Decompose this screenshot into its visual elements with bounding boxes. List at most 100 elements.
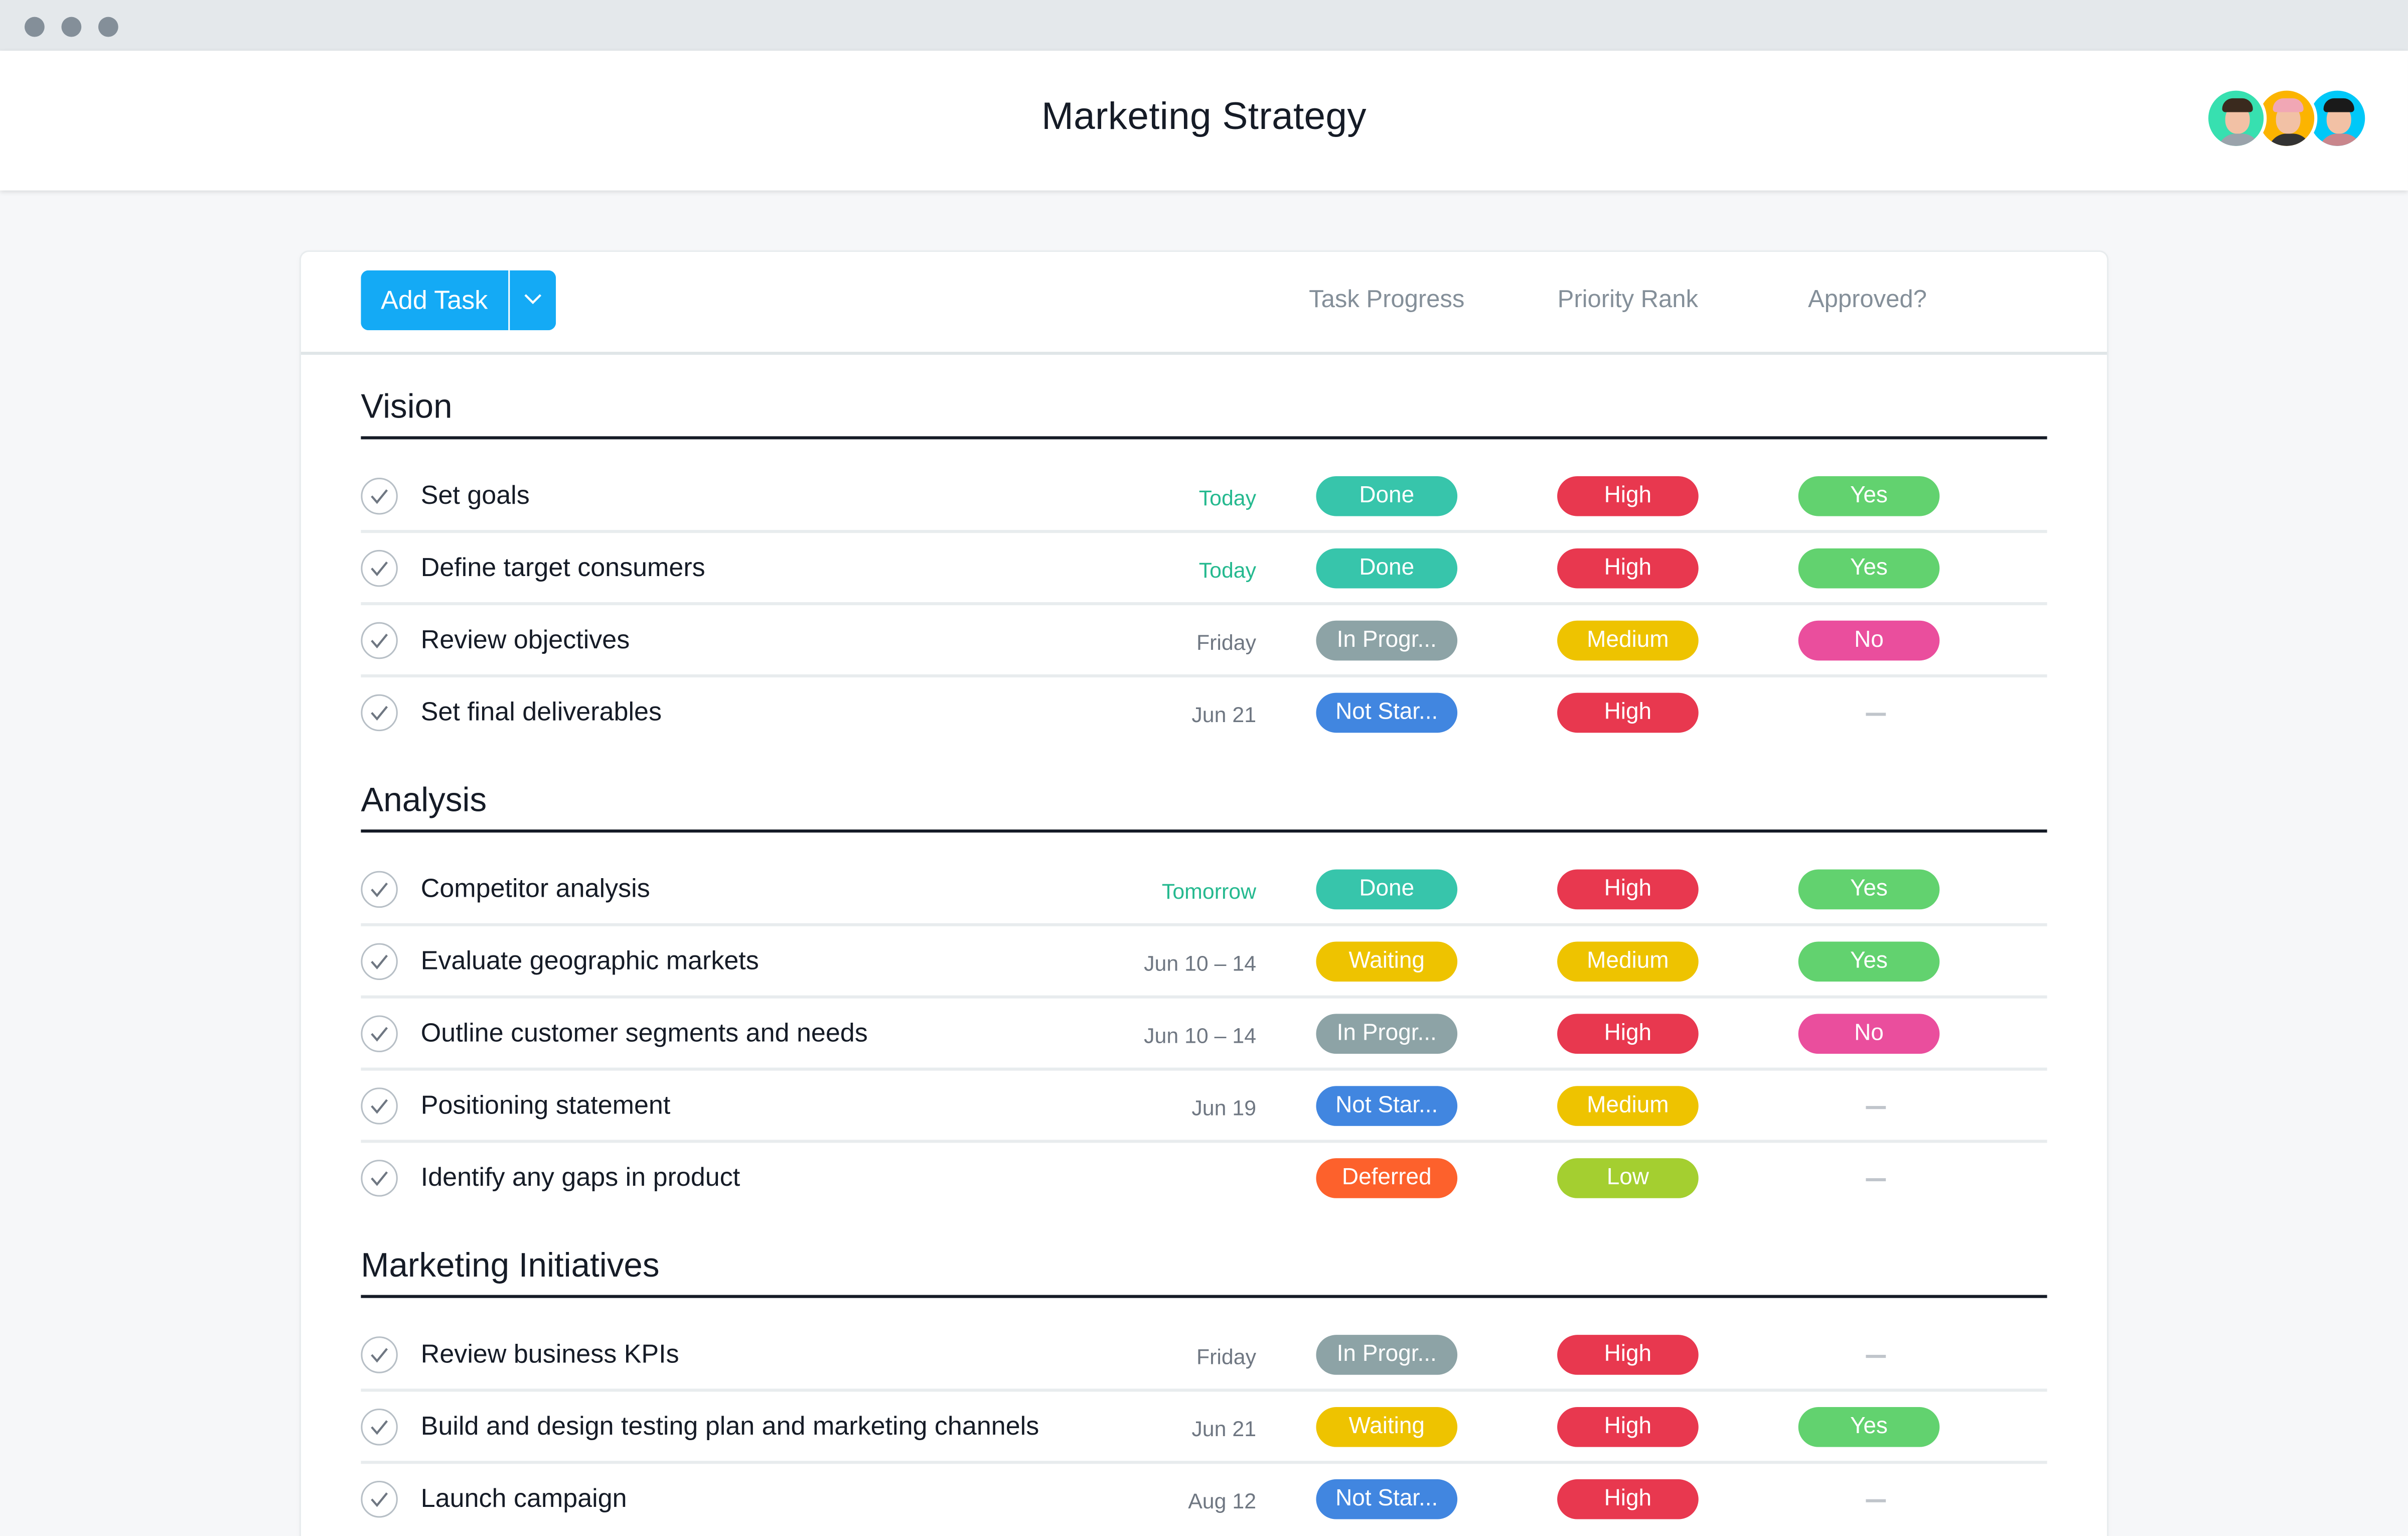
approved-badge[interactable]: No bbox=[1798, 620, 1940, 661]
task-progress-badge[interactable]: Not Star... bbox=[1316, 1086, 1458, 1126]
task-row[interactable]: Review objectives Friday In Progr... Medium… bbox=[361, 605, 2047, 677]
window-maximize-button[interactable] bbox=[98, 17, 118, 37]
task-name[interactable]: Review objectives bbox=[420, 625, 630, 655]
priority-rank-badge[interactable]: High bbox=[1557, 692, 1699, 733]
complete-task-checkbox[interactable] bbox=[361, 1160, 398, 1197]
avatar[interactable] bbox=[2255, 87, 2318, 149]
task-progress-badge[interactable]: In Progr... bbox=[1316, 1014, 1458, 1054]
due-date[interactable]: Today bbox=[1198, 485, 1257, 510]
priority-rank-badge[interactable]: Medium bbox=[1557, 941, 1699, 982]
approved-badge[interactable]: No bbox=[1798, 1014, 1940, 1054]
section-title[interactable]: Analysis bbox=[361, 780, 487, 819]
approved-empty-dash[interactable] bbox=[1866, 1178, 1886, 1182]
task-progress-badge[interactable]: Waiting bbox=[1316, 1407, 1458, 1447]
task-progress-badge[interactable]: Deferred bbox=[1316, 1158, 1458, 1198]
window-minimize-button[interactable] bbox=[61, 17, 82, 37]
complete-task-checkbox[interactable] bbox=[361, 871, 398, 908]
task-row[interactable]: Build and design testing plan and market… bbox=[361, 1391, 2047, 1464]
complete-task-checkbox[interactable] bbox=[361, 1409, 398, 1446]
column-header-task-progress[interactable]: Task Progress bbox=[1309, 287, 1465, 314]
approved-badge[interactable]: Yes bbox=[1798, 869, 1940, 910]
due-date[interactable]: Aug 12 bbox=[1188, 1488, 1257, 1513]
task-row[interactable]: Positioning statement Jun 19 Not Star... Me… bbox=[361, 1071, 2047, 1143]
task-name[interactable]: Build and design testing plan and market… bbox=[420, 1412, 1039, 1441]
due-date[interactable]: Friday bbox=[1196, 630, 1257, 655]
complete-task-checkbox[interactable] bbox=[361, 478, 398, 515]
approved-empty-dash[interactable] bbox=[1866, 1499, 1886, 1502]
task-progress-badge[interactable]: In Progr... bbox=[1316, 620, 1458, 661]
task-row[interactable]: Define target consumers Today Done High Yes bbox=[361, 533, 2047, 606]
complete-task-checkbox[interactable] bbox=[361, 549, 398, 587]
approved-empty-dash[interactable] bbox=[1866, 713, 1886, 716]
task-name[interactable]: Identify any gaps in product bbox=[420, 1163, 740, 1192]
complete-task-checkbox[interactable] bbox=[361, 694, 398, 732]
task-name[interactable]: Launch campaign bbox=[420, 1484, 627, 1513]
task-name[interactable]: Competitor analysis bbox=[420, 874, 650, 903]
complete-task-checkbox[interactable] bbox=[361, 943, 398, 981]
priority-rank-badge[interactable]: High bbox=[1557, 1407, 1699, 1447]
priority-rank-badge[interactable]: High bbox=[1557, 548, 1699, 589]
approved-empty-dash[interactable] bbox=[1866, 1106, 1886, 1109]
approved-badge[interactable]: Yes bbox=[1798, 941, 1940, 982]
column-header-approved[interactable]: Approved? bbox=[1808, 287, 1927, 314]
complete-task-checkbox[interactable] bbox=[361, 1336, 398, 1373]
due-date[interactable]: Jun 10 – 14 bbox=[1144, 1023, 1257, 1048]
task-row[interactable]: Outline customer segments and needs Jun 1… bbox=[361, 999, 2047, 1071]
priority-rank-badge[interactable]: High bbox=[1557, 1335, 1699, 1375]
task-name[interactable]: Review business KPIs bbox=[420, 1339, 679, 1369]
task-name[interactable]: Evaluate geographic markets bbox=[420, 946, 759, 975]
task-name[interactable]: Define target consumers bbox=[420, 553, 705, 583]
checkmark-icon bbox=[371, 562, 388, 577]
section-title[interactable]: Vision bbox=[361, 387, 453, 426]
complete-task-checkbox[interactable] bbox=[361, 1015, 398, 1052]
task-progress-badge[interactable]: Done bbox=[1316, 476, 1458, 516]
task-progress-badge[interactable]: Waiting bbox=[1316, 941, 1458, 982]
priority-rank-badge[interactable]: Medium bbox=[1557, 1086, 1699, 1126]
approved-badge[interactable]: Yes bbox=[1798, 1407, 1940, 1447]
priority-rank-badge[interactable]: High bbox=[1557, 476, 1699, 516]
avatar[interactable] bbox=[2205, 87, 2267, 149]
complete-task-checkbox[interactable] bbox=[361, 1480, 398, 1518]
task-name[interactable]: Set goals bbox=[420, 481, 530, 510]
priority-rank-badge[interactable]: High bbox=[1557, 1014, 1699, 1054]
checkmark-icon bbox=[371, 1027, 388, 1042]
task-progress-badge[interactable]: Done bbox=[1316, 869, 1458, 910]
task-row[interactable]: Evaluate geographic markets Jun 10 – 14 Wa… bbox=[361, 926, 2047, 999]
task-name[interactable]: Set final deliverables bbox=[420, 697, 662, 727]
due-date[interactable]: Jun 21 bbox=[1191, 1416, 1257, 1441]
approved-badge[interactable]: Yes bbox=[1798, 548, 1940, 589]
task-progress-badge[interactable]: In Progr... bbox=[1316, 1335, 1458, 1375]
priority-rank-badge[interactable]: High bbox=[1557, 869, 1699, 910]
task-name[interactable]: Positioning statement bbox=[420, 1090, 671, 1120]
add-task-dropdown-button[interactable] bbox=[509, 270, 556, 331]
priority-rank-badge[interactable]: Medium bbox=[1557, 620, 1699, 661]
due-date[interactable]: Tomorrow bbox=[1161, 879, 1257, 903]
task-progress-badge[interactable]: Done bbox=[1316, 548, 1458, 589]
avatar[interactable] bbox=[2306, 87, 2368, 149]
approved-empty-dash[interactable] bbox=[1866, 1354, 1886, 1358]
task-row[interactable]: Set goals Today Done High Yes bbox=[361, 461, 2047, 533]
due-date[interactable]: Today bbox=[1198, 557, 1257, 583]
add-task-button[interactable]: Add Task bbox=[361, 270, 510, 331]
window-close-button[interactable] bbox=[24, 17, 45, 37]
avatar-hair bbox=[2273, 98, 2304, 112]
due-date[interactable]: Friday bbox=[1196, 1344, 1257, 1369]
task-progress-badge[interactable]: Not Star... bbox=[1316, 1479, 1458, 1519]
task-name[interactable]: Outline customer segments and needs bbox=[420, 1018, 868, 1048]
due-date[interactable]: Jun 21 bbox=[1191, 702, 1257, 727]
task-row[interactable]: Launch campaign Aug 12 Not Star... High bbox=[361, 1464, 2047, 1536]
task-row[interactable]: Competitor analysis Tomorrow Done High Yes bbox=[361, 854, 2047, 926]
complete-task-checkbox[interactable] bbox=[361, 622, 398, 659]
task-progress-badge[interactable]: Not Star... bbox=[1316, 692, 1458, 733]
priority-rank-badge[interactable]: Low bbox=[1557, 1158, 1699, 1198]
complete-task-checkbox[interactable] bbox=[361, 1087, 398, 1125]
approved-badge[interactable]: Yes bbox=[1798, 476, 1940, 516]
due-date[interactable]: Jun 19 bbox=[1191, 1095, 1257, 1120]
column-header-priority-rank[interactable]: Priority Rank bbox=[1557, 287, 1699, 314]
task-row[interactable]: Identify any gaps in product Deferred Low bbox=[361, 1143, 2047, 1215]
priority-rank-badge[interactable]: High bbox=[1557, 1479, 1699, 1519]
task-row[interactable]: Set final deliverables Jun 21 Not Star... H… bbox=[361, 677, 2047, 750]
task-row[interactable]: Review business KPIs Friday In Progr... Hig… bbox=[361, 1320, 2047, 1392]
section-title[interactable]: Marketing Initiatives bbox=[361, 1245, 660, 1285]
due-date[interactable]: Jun 10 – 14 bbox=[1144, 950, 1257, 975]
